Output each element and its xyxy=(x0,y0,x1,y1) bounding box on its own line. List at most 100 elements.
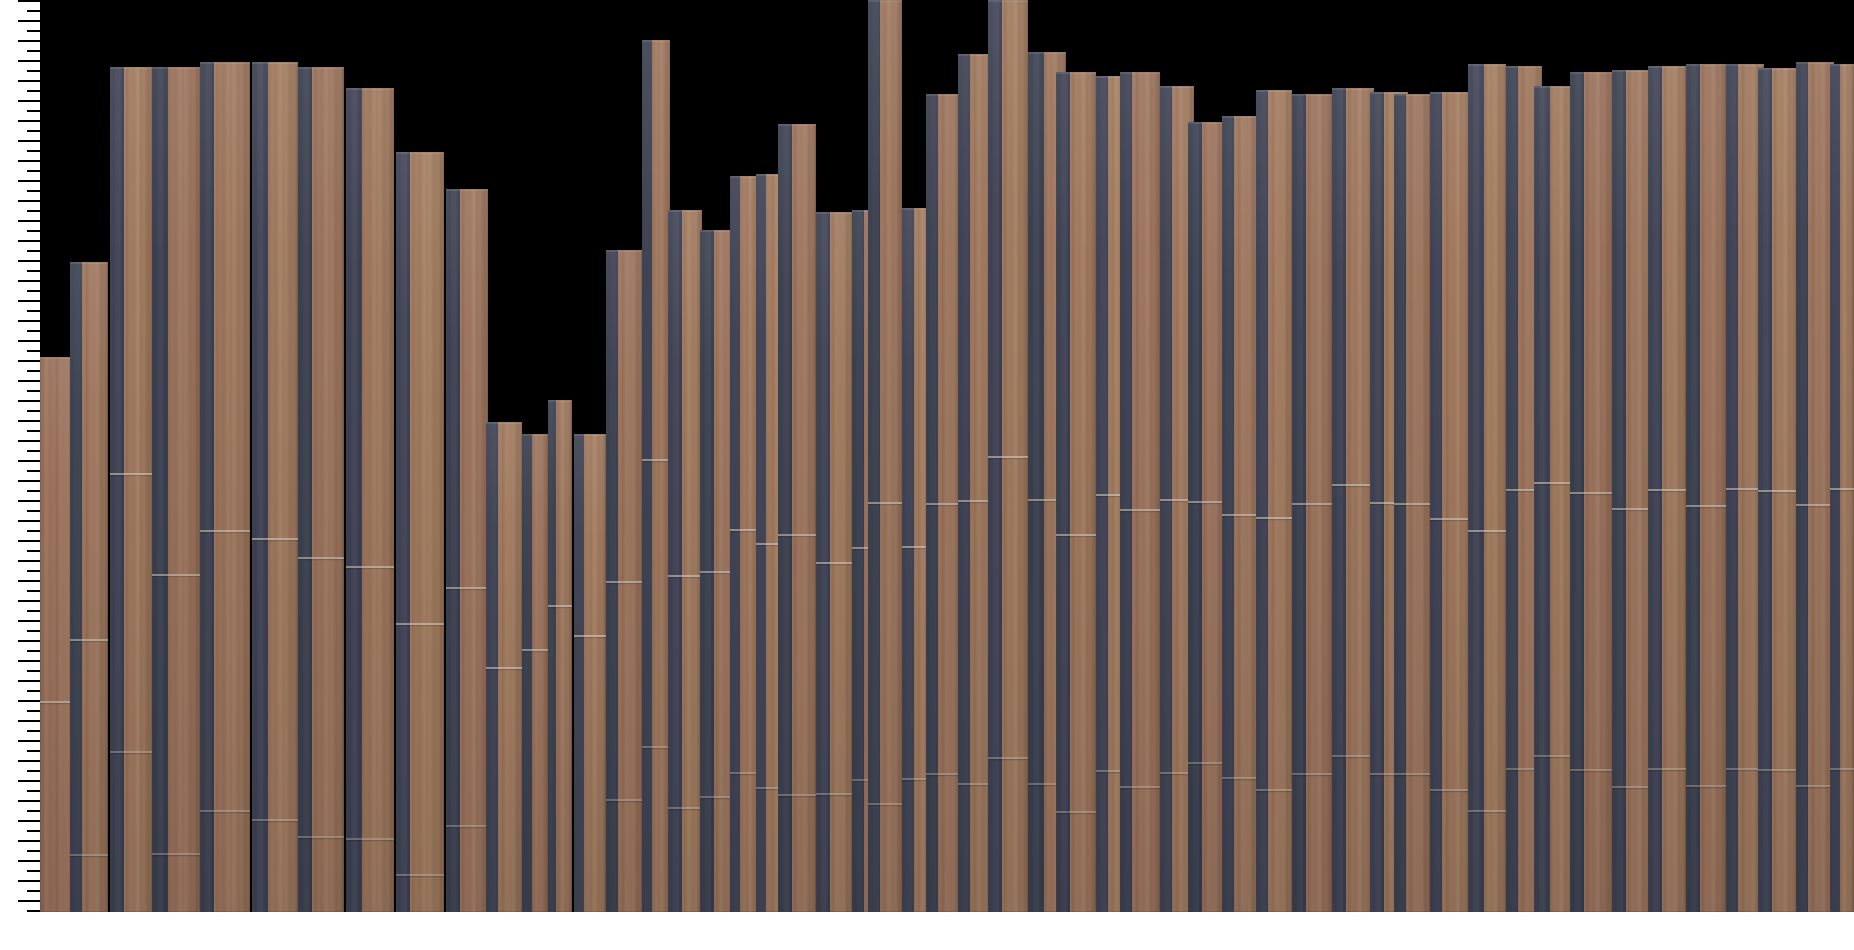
bar xyxy=(298,67,344,912)
bar-cap-highlight xyxy=(548,400,572,402)
plank-seam xyxy=(1612,508,1652,510)
bar-cap-highlight xyxy=(668,210,702,212)
bar xyxy=(574,434,606,912)
bar xyxy=(642,40,670,912)
y-axis-major-tick xyxy=(18,460,40,462)
bar-cap-highlight xyxy=(1394,94,1430,96)
plank-seam xyxy=(396,623,444,625)
plank-seam xyxy=(1332,484,1374,486)
y-axis-major-tick xyxy=(18,40,40,42)
bar-cap-highlight xyxy=(1468,64,1506,66)
bar-slat xyxy=(346,88,362,912)
y-axis-major-tick xyxy=(18,420,40,422)
plank-seam xyxy=(642,746,670,748)
y-axis-minor-tick xyxy=(27,30,40,32)
plank-seam xyxy=(1370,773,1408,775)
plank-seam xyxy=(926,773,962,775)
bar-cap-highlight xyxy=(446,189,488,191)
bar xyxy=(668,210,702,912)
bar-cap-highlight xyxy=(1796,62,1834,64)
bar-cap-highlight xyxy=(1096,76,1128,78)
y-axis-major-tick xyxy=(18,160,40,162)
y-axis-major-tick xyxy=(18,540,40,542)
y-axis-minor-tick xyxy=(27,730,40,732)
plank-seam xyxy=(1394,503,1430,505)
y-axis-major-tick xyxy=(18,860,40,862)
bar-cap-highlight xyxy=(1430,92,1472,94)
bar xyxy=(346,88,394,912)
plank-seam xyxy=(816,562,852,564)
bar-cap-highlight xyxy=(252,62,298,64)
y-axis-major-tick xyxy=(18,240,40,242)
y-axis-major-tick xyxy=(18,380,40,382)
plank-seam xyxy=(1096,770,1128,772)
bar-cap-highlight xyxy=(1370,92,1408,94)
y-axis-minor-tick xyxy=(27,210,40,212)
plank-seam xyxy=(1648,768,1686,770)
bar-slat xyxy=(852,210,864,912)
bar-slat xyxy=(902,208,914,912)
plank-seam xyxy=(1796,504,1834,506)
bar-cap-highlight xyxy=(346,88,394,90)
y-axis-minor-tick xyxy=(27,850,40,852)
y-axis-minor-tick xyxy=(27,110,40,112)
y-axis-minor-tick xyxy=(27,770,40,772)
y-axis-major-tick xyxy=(18,520,40,522)
plank-seam xyxy=(756,787,790,789)
bar-slat xyxy=(1332,88,1346,912)
plank-seam xyxy=(1188,501,1224,503)
bar-cap-highlight xyxy=(1506,66,1542,68)
plank-seam xyxy=(298,836,344,838)
bar xyxy=(1830,64,1854,912)
bar-cap-highlight xyxy=(1830,64,1854,66)
bar-slat xyxy=(1188,122,1202,912)
plank-seam xyxy=(868,803,902,805)
y-axis-minor-tick xyxy=(27,890,40,892)
bar xyxy=(1256,90,1292,912)
y-axis-major-tick xyxy=(18,180,40,182)
bar-cap-highlight xyxy=(40,357,77,359)
bar xyxy=(1394,94,1430,912)
bar-slat xyxy=(958,54,970,912)
y-axis-minor-tick xyxy=(27,390,40,392)
y-axis-minor-tick xyxy=(27,650,40,652)
plank-seam xyxy=(346,566,394,568)
bar-slat xyxy=(522,434,532,912)
plank-seam xyxy=(1120,509,1160,511)
bar-slat xyxy=(152,67,168,912)
bar-cap-highlight xyxy=(1188,122,1224,124)
bar-slat xyxy=(1256,90,1268,912)
y-axis-major-tick xyxy=(18,60,40,62)
y-axis-major-tick xyxy=(18,800,40,802)
y-axis-major-tick xyxy=(18,200,40,202)
bar-cap-highlight xyxy=(778,124,816,126)
plank-seam xyxy=(446,825,488,827)
plank-seam xyxy=(642,459,670,461)
y-axis-major-tick xyxy=(18,100,40,102)
plank-seam xyxy=(40,701,77,703)
plank-seam xyxy=(902,546,934,548)
bar-cap-highlight xyxy=(200,62,250,64)
bar-slat xyxy=(446,189,460,912)
plank-seam xyxy=(200,530,250,532)
bar-cap-highlight xyxy=(396,152,444,154)
plank-seam xyxy=(668,575,702,577)
bar-cap-highlight xyxy=(1256,90,1292,92)
y-axis-minor-tick xyxy=(27,830,40,832)
y-axis-major-tick xyxy=(18,300,40,302)
bar-slat xyxy=(1468,64,1484,912)
plank-seam xyxy=(1188,762,1224,764)
bar-slat xyxy=(778,124,792,912)
bar-cap-highlight xyxy=(730,176,760,178)
plank-seam xyxy=(816,793,852,795)
bar-cap-highlight xyxy=(486,422,522,424)
plank-seam xyxy=(574,635,606,637)
plank-seam xyxy=(1056,811,1096,813)
bar-slat xyxy=(642,40,652,912)
bar-slat xyxy=(1612,70,1626,912)
y-axis-minor-tick xyxy=(27,230,40,232)
y-axis-minor-tick xyxy=(27,610,40,612)
plank-seam xyxy=(486,667,522,669)
bar-cap-highlight xyxy=(1120,72,1160,74)
